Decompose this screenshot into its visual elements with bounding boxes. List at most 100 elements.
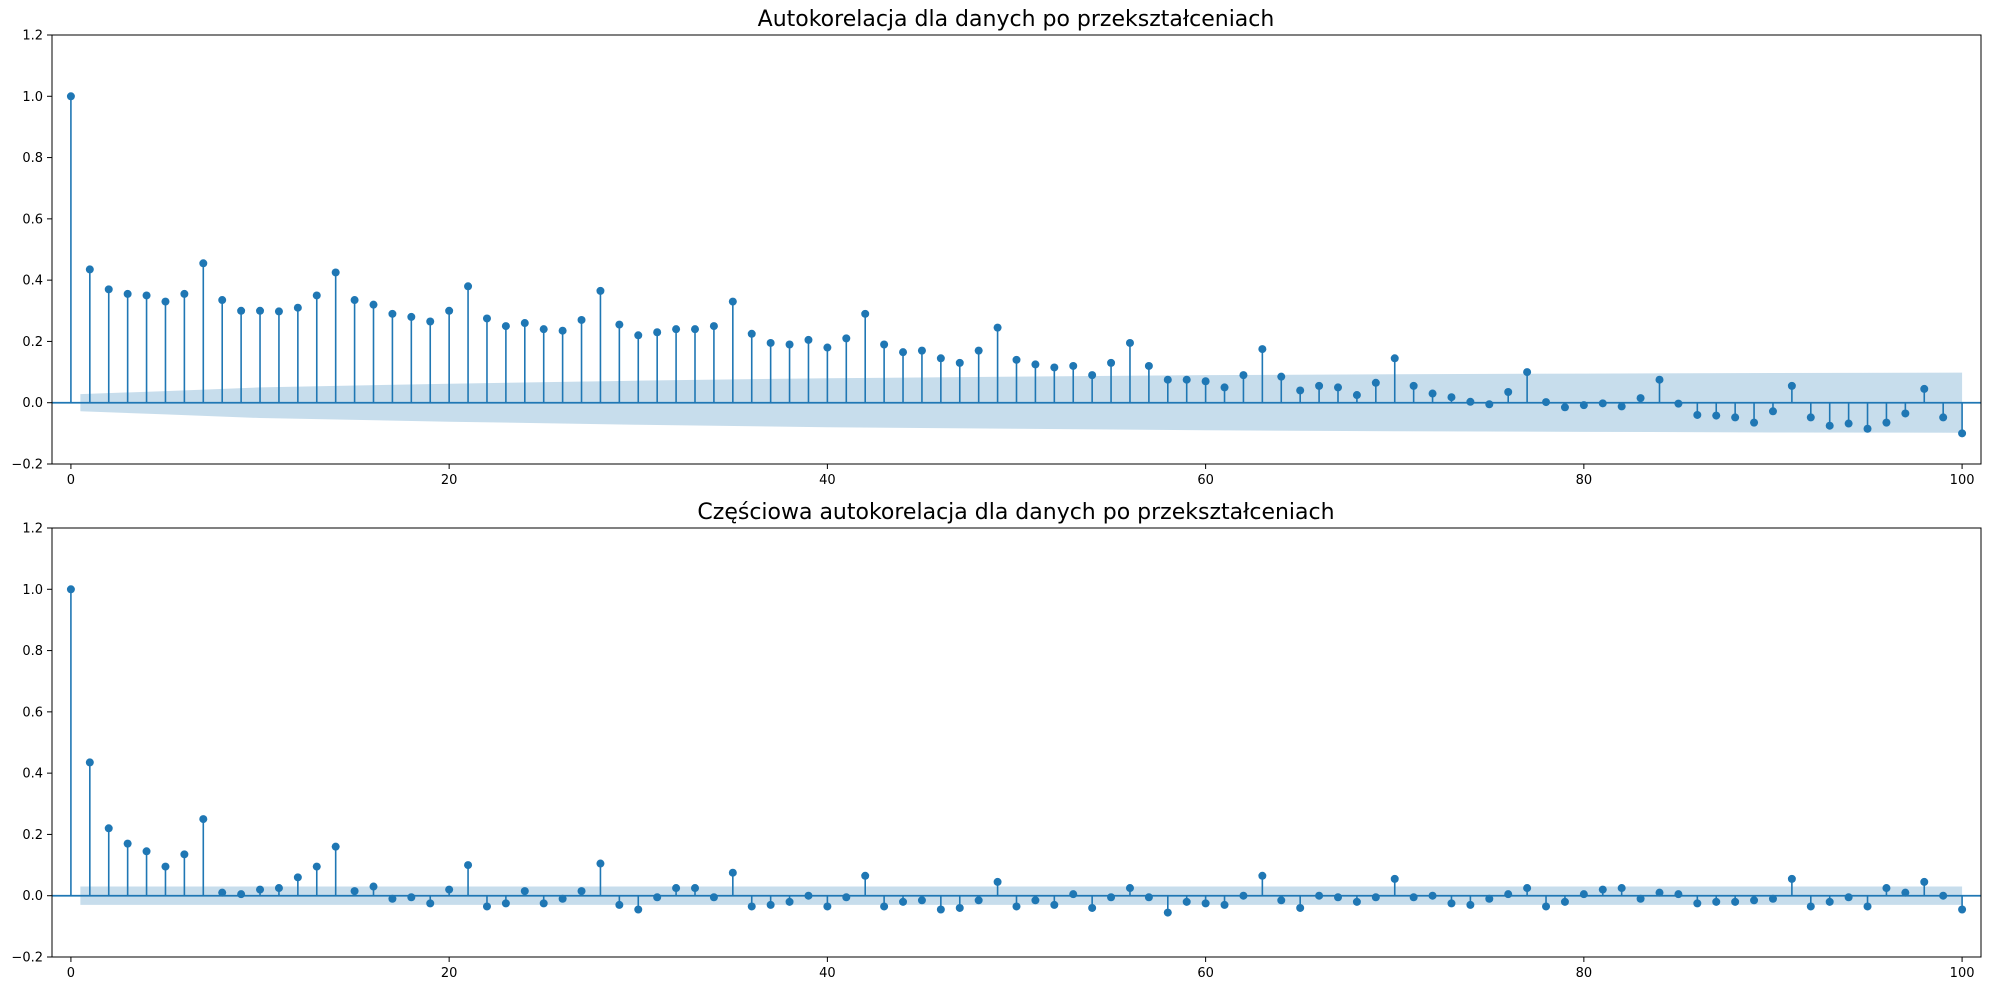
acf-point-16 xyxy=(369,300,378,309)
pacf-point-38 xyxy=(785,897,794,906)
acf-point-24 xyxy=(520,319,529,328)
pacf-point-13 xyxy=(312,862,321,871)
acf-point-46 xyxy=(936,354,945,363)
pacf-xtick-label: 60 xyxy=(1197,966,1214,981)
acf-point-1 xyxy=(85,265,94,274)
pacf-ytick-label: 1.0 xyxy=(22,583,43,598)
pacf-point-57 xyxy=(1144,893,1153,902)
acf-point-33 xyxy=(691,325,699,334)
pacf-point-2 xyxy=(104,824,113,833)
pacf-point-75 xyxy=(1485,894,1494,903)
pacf-point-76 xyxy=(1504,890,1513,899)
acf-point-30 xyxy=(634,331,643,340)
acf-point-9 xyxy=(237,306,246,315)
pacf-point-21 xyxy=(464,861,473,870)
acf-point-88 xyxy=(1731,413,1740,422)
pacf-point-31 xyxy=(653,893,662,902)
acf-xtick-label: 100 xyxy=(1950,473,1975,488)
acf-point-99 xyxy=(1939,413,1948,422)
pacf-point-25 xyxy=(539,899,548,908)
pacf-point-84 xyxy=(1655,888,1664,897)
pacf-point-52 xyxy=(1050,900,1059,909)
acf-point-86 xyxy=(1693,410,1702,419)
acf-xtick-label: 0 xyxy=(67,473,75,488)
acf-point-8 xyxy=(218,296,227,305)
pacf-point-87 xyxy=(1712,897,1721,906)
acf-point-95 xyxy=(1863,424,1872,433)
acf-point-6 xyxy=(180,289,189,298)
acf-point-17 xyxy=(388,309,397,318)
pacf-point-4 xyxy=(142,847,151,856)
acf-point-15 xyxy=(350,296,359,305)
acf-point-5 xyxy=(161,297,170,306)
acf-point-66 xyxy=(1315,381,1324,390)
acf-ytick-label: 0.4 xyxy=(22,274,43,289)
pacf-point-5 xyxy=(161,862,170,871)
acf-point-48 xyxy=(974,346,983,355)
acf-point-77 xyxy=(1523,368,1532,377)
pacf-point-20 xyxy=(445,885,454,894)
pacf-point-3 xyxy=(123,839,132,848)
acf-point-71 xyxy=(1409,381,1418,390)
acf-point-84 xyxy=(1655,375,1664,384)
acf-point-54 xyxy=(1088,371,1097,380)
acf-point-89 xyxy=(1750,418,1759,427)
pacf-point-88 xyxy=(1731,897,1740,906)
acf-point-29 xyxy=(615,320,624,329)
pacf-point-9 xyxy=(237,890,246,899)
acf-point-39 xyxy=(804,335,813,344)
pacf-point-6 xyxy=(180,850,189,859)
acf-point-52 xyxy=(1050,363,1059,372)
pacf-point-36 xyxy=(747,902,756,911)
acf-point-73 xyxy=(1447,393,1456,402)
pacf-xtick-label: 20 xyxy=(441,966,458,981)
pacf-point-63 xyxy=(1258,871,1267,880)
pacf-ytick-label: 0.0 xyxy=(22,889,43,904)
pacf-point-71 xyxy=(1409,893,1418,902)
pacf-point-92 xyxy=(1806,902,1815,911)
pacf-point-18 xyxy=(407,893,416,902)
acf-point-49 xyxy=(993,323,1002,332)
acf-point-41 xyxy=(842,334,851,343)
acf-point-100 xyxy=(1958,429,1967,438)
pacf-point-46 xyxy=(936,905,945,914)
pacf-point-27 xyxy=(577,887,586,896)
acf-point-68 xyxy=(1352,391,1361,400)
pacf-point-35 xyxy=(728,868,737,877)
acf-point-58 xyxy=(1163,375,1172,384)
acf-point-11 xyxy=(274,307,283,316)
acf-point-90 xyxy=(1768,407,1777,416)
acf-point-75 xyxy=(1485,400,1494,409)
acf-point-87 xyxy=(1712,411,1721,420)
acf-point-59 xyxy=(1182,375,1191,384)
acf-point-55 xyxy=(1107,358,1116,367)
pacf-point-94 xyxy=(1844,893,1853,902)
acf-point-37 xyxy=(766,338,775,347)
pacf-point-45 xyxy=(917,896,926,905)
acf-point-62 xyxy=(1239,371,1248,380)
acf-point-27 xyxy=(577,315,586,324)
pacf-point-100 xyxy=(1958,905,1967,914)
acf-point-42 xyxy=(861,309,870,318)
pacf-point-73 xyxy=(1447,899,1456,908)
pacf-xtick-label: 80 xyxy=(1576,966,1593,981)
pacf-point-56 xyxy=(1125,884,1134,893)
acf-point-82 xyxy=(1617,402,1626,411)
pacf-point-80 xyxy=(1579,890,1588,899)
pacf-title: Częściowa autokorelacja dla danych po pr… xyxy=(697,500,1334,525)
pacf-ytick-label: 0.6 xyxy=(22,705,43,720)
acf-xtick-label: 40 xyxy=(819,473,836,488)
acf-point-43 xyxy=(880,340,889,349)
acf-point-23 xyxy=(501,322,510,331)
acf-point-51 xyxy=(1031,360,1040,369)
acf-point-28 xyxy=(596,286,605,295)
pacf-point-7 xyxy=(199,815,208,824)
acf-xtick-label: 60 xyxy=(1197,473,1214,488)
acf-ytick-label: 0.0 xyxy=(22,396,43,411)
pacf-point-64 xyxy=(1277,896,1286,905)
acf-point-81 xyxy=(1598,399,1607,408)
pacf-point-97 xyxy=(1901,888,1910,897)
pacf-point-26 xyxy=(558,894,567,903)
acf-point-97 xyxy=(1901,409,1910,418)
